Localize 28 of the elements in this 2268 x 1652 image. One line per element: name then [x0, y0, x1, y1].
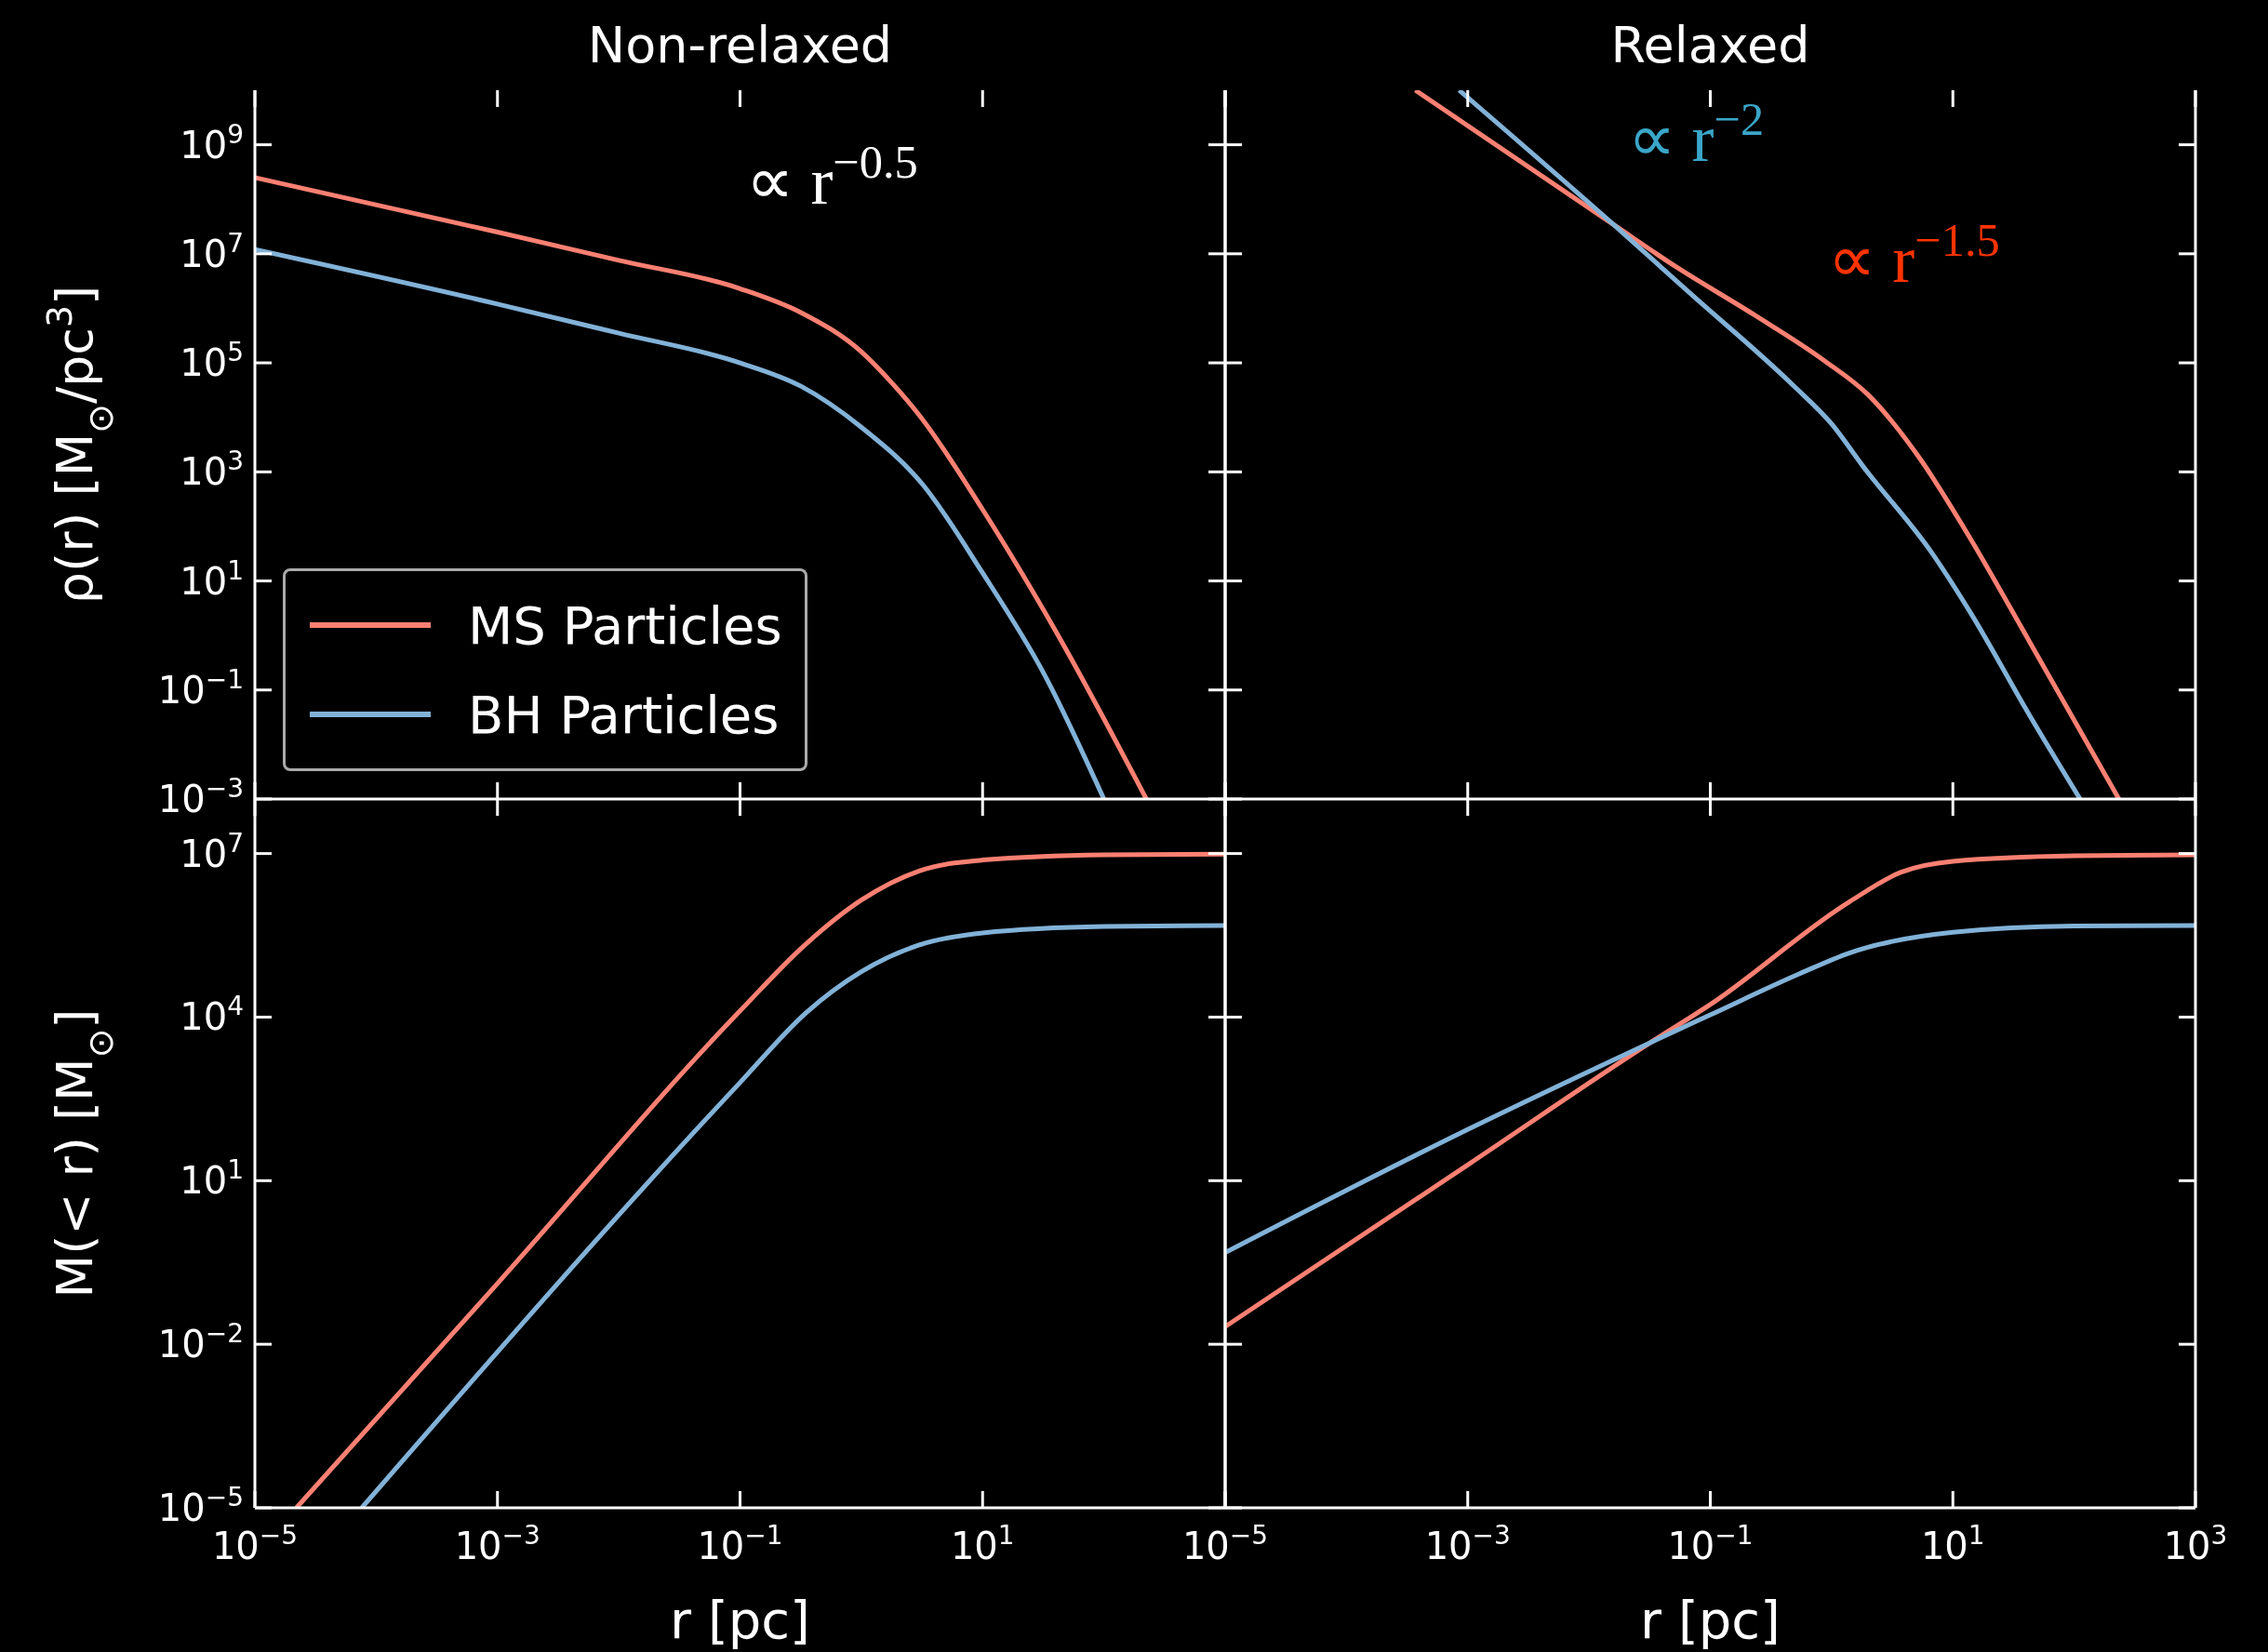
- annotation: ∝ r$^{−0.5}$: [746, 135, 918, 219]
- chart-title: Non-relaxed: [587, 16, 893, 74]
- y-tick-label: 10$^{1}$: [180, 1153, 244, 1203]
- y-tick-label: 10$^{4}$: [180, 990, 244, 1039]
- y-tick-label: 10$^{−1}$: [157, 663, 244, 712]
- x-tick-label: 10$^{1}$: [1920, 1519, 1985, 1567]
- x-tick-label: 10$^{1}$: [950, 1519, 1015, 1567]
- annotation: ∝ r$^{−1.5}$: [1828, 213, 2000, 297]
- x-tick-label: 10$^{−5}$: [1181, 1519, 1269, 1567]
- y-tick-label: 10$^{9}$: [180, 118, 244, 167]
- y-tick-label: 10$^{−3}$: [157, 772, 244, 820]
- legend-label: MS Particles: [468, 594, 782, 656]
- y-tick-label: 10$^{5}$: [180, 336, 244, 385]
- y-tick-label: 10$^{1}$: [180, 554, 244, 603]
- x-axis-title: r [pc]: [670, 1590, 810, 1650]
- y-tick-label: 10$^{7}$: [180, 227, 244, 275]
- legend-label: BH Particles: [468, 684, 780, 745]
- x-tick-label: 10$^{3}$: [2163, 1519, 2228, 1567]
- chart-title: Relaxed: [1610, 16, 1810, 74]
- x-tick-label: 10$^{−1}$: [697, 1519, 783, 1567]
- x-tick-label: 10$^{−3}$: [454, 1519, 540, 1567]
- x-tick-label: 10$^{−3}$: [1424, 1519, 1511, 1567]
- annotation: ∝ r$^{−2}$: [1627, 93, 1765, 177]
- x-tick-label: 10$^{−1}$: [1667, 1519, 1754, 1567]
- x-axis-title: r [pc]: [1640, 1590, 1781, 1650]
- y-tick-label: 10$^{3}$: [180, 445, 244, 494]
- y-tick-label: 10$^{−2}$: [157, 1317, 244, 1366]
- y-tick-label: 10$^{7}$: [180, 827, 244, 875]
